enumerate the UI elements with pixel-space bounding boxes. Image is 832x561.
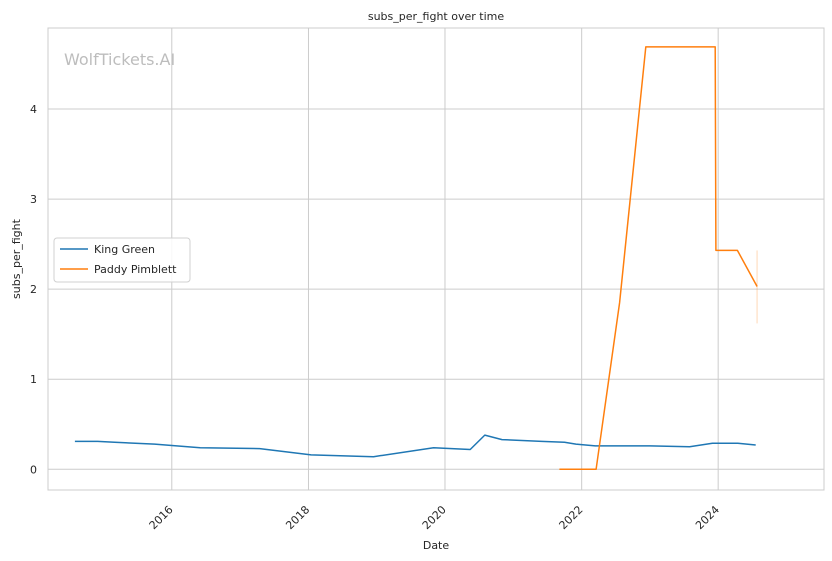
y-tick-label: 2: [30, 283, 37, 296]
y-tick-label: 0: [30, 463, 37, 476]
series-line-king-green: [74, 434, 756, 458]
y-tick-label: 1: [30, 373, 37, 386]
x-tick-label: 2024: [693, 503, 722, 532]
legend: King Green Paddy Pimblett: [53, 237, 191, 283]
plot-area-border: [47, 27, 825, 491]
x-axis-label: Date: [423, 539, 450, 552]
legend-label-paddy-pimblett: Paddy Pimblett: [94, 263, 177, 276]
y-tick-label: 3: [30, 193, 37, 206]
x-tick-label: 2018: [283, 503, 312, 532]
watermark: WolfTickets.AI: [64, 50, 175, 69]
y-axis-label: subs_per_fight: [10, 218, 23, 299]
x-tick-label: 2020: [420, 503, 449, 532]
chart-title: subs_per_fight over time: [368, 10, 504, 23]
grid-lines: [48, 28, 824, 490]
legend-label-king-green: King Green: [94, 243, 155, 256]
series-layer: [74, 46, 758, 471]
series-line-paddy-pimblett: [559, 46, 758, 471]
x-tick-label: 2022: [557, 503, 586, 532]
y-tick-label: 4: [30, 103, 37, 116]
x-tick-label: 2016: [147, 503, 176, 532]
